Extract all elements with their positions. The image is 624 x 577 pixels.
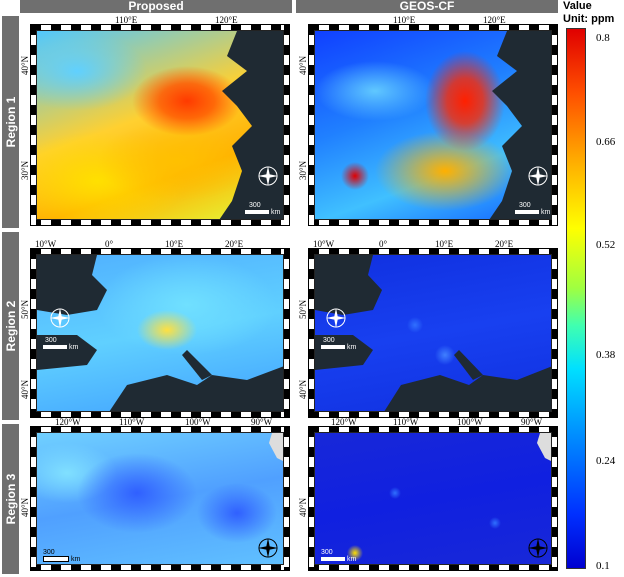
compass-rose-icon bbox=[527, 165, 549, 187]
colorbar-tick: 0.8 bbox=[596, 32, 610, 44]
map-image-region1-geos-cf bbox=[314, 30, 552, 220]
scale-bar: 300 km bbox=[43, 549, 81, 563]
lon-label: 120°E bbox=[215, 15, 238, 25]
lon-label: 120°W bbox=[331, 417, 357, 427]
colorbar-tick: 0.38 bbox=[596, 349, 616, 361]
compass-rose-icon bbox=[527, 537, 549, 559]
ocean-overlay bbox=[219, 31, 283, 219]
lat-label: 30°N bbox=[20, 160, 30, 180]
row-header-region-2: Region 2 bbox=[2, 232, 19, 420]
ocean-overlay bbox=[315, 255, 551, 411]
lon-label: 10°W bbox=[313, 239, 335, 249]
lon-label: 120°E bbox=[483, 15, 506, 25]
lon-label: 0° bbox=[105, 239, 114, 249]
lat-label: 40°N bbox=[20, 497, 30, 517]
ocean-overlay bbox=[489, 31, 551, 219]
colorbar-tick: 0.52 bbox=[596, 239, 616, 251]
lon-label: 20°E bbox=[495, 239, 514, 249]
lon-label: 120°W bbox=[55, 417, 81, 427]
scale-bar: 300 km bbox=[321, 549, 357, 563]
lat-label: 30°N bbox=[298, 160, 308, 180]
lon-label: 100°W bbox=[457, 417, 483, 427]
lake-overlay bbox=[269, 433, 283, 461]
lon-label: 110°E bbox=[115, 15, 138, 25]
map-panel-region3-geos-cf: 120°W 110°W 100°W 90°W 40°N 300 km bbox=[298, 417, 558, 571]
column-header-proposed: Proposed bbox=[20, 0, 292, 13]
lat-label: 40°N bbox=[298, 55, 308, 75]
map-image-region2-geos-cf bbox=[314, 254, 552, 412]
colorbar-tick: 0.66 bbox=[596, 136, 616, 148]
lon-label: 20°E bbox=[225, 239, 244, 249]
row-header-region-1: Region 1 bbox=[2, 16, 19, 228]
colorbar bbox=[566, 28, 586, 569]
map-image-region3-proposed bbox=[36, 432, 284, 565]
map-panel-region2-geos-cf: 10°W 0° 10°E 20°E 50°N 40°N 300 km bbox=[298, 239, 558, 418]
lat-label: 40°N bbox=[20, 379, 30, 399]
lon-label: 10°W bbox=[35, 239, 57, 249]
compass-rose-icon bbox=[325, 307, 347, 329]
map-image-region1-proposed bbox=[36, 30, 284, 220]
lat-label: 40°N bbox=[20, 55, 30, 75]
colorbar-tick: 0.1 bbox=[596, 560, 610, 572]
map-panel-region1-geos-cf: 110°E 120°E 40°N 30°N 300 km bbox=[298, 15, 558, 226]
compass-rose-icon bbox=[257, 537, 279, 559]
colorbar-tick: 0.24 bbox=[596, 455, 616, 467]
lon-label: 90°W bbox=[251, 417, 273, 427]
lat-label: 50°N bbox=[298, 299, 308, 319]
colorbar-title: Value bbox=[563, 0, 592, 12]
column-header-geos-cf: GEOS-CF bbox=[296, 0, 558, 13]
scale-bar: 300 km bbox=[43, 337, 79, 351]
map-image-region3-geos-cf bbox=[314, 432, 552, 565]
lon-label: 90°W bbox=[521, 417, 543, 427]
compass-rose-icon bbox=[49, 307, 71, 329]
lon-label: 10°E bbox=[165, 239, 184, 249]
colorbar-unit: Unit: ppm bbox=[563, 13, 615, 25]
map-image-region2-proposed bbox=[36, 254, 284, 412]
map-panel-region1-proposed: 110°E 120°E 40°N 30°N 300 km bbox=[20, 15, 290, 226]
lat-label: 50°N bbox=[20, 299, 30, 319]
scale-bar: 300 km bbox=[245, 202, 280, 216]
compass-rose-icon bbox=[257, 165, 279, 187]
ocean-overlay bbox=[37, 255, 283, 411]
lon-label: 110°W bbox=[393, 417, 419, 427]
row-header-region-3: Region 3 bbox=[2, 424, 19, 574]
lake-overlay bbox=[537, 433, 551, 461]
scale-bar: 300 km bbox=[321, 337, 357, 351]
lat-label: 40°N bbox=[298, 497, 308, 517]
map-panel-region2-proposed: 10°W 0° 10°E 20°E 50°N 40°N 300 km bbox=[20, 239, 290, 418]
lon-label: 0° bbox=[379, 239, 388, 249]
lon-label: 10°E bbox=[435, 239, 454, 249]
lon-label: 100°W bbox=[185, 417, 211, 427]
scale-bar: 300 km bbox=[515, 202, 550, 216]
map-panel-region3-proposed: 120°W 110°W 100°W 90°W 40°N 300 km bbox=[20, 417, 290, 571]
lat-label: 40°N bbox=[298, 379, 308, 399]
lon-label: 110°E bbox=[393, 15, 416, 25]
lon-label: 110°W bbox=[119, 417, 145, 427]
